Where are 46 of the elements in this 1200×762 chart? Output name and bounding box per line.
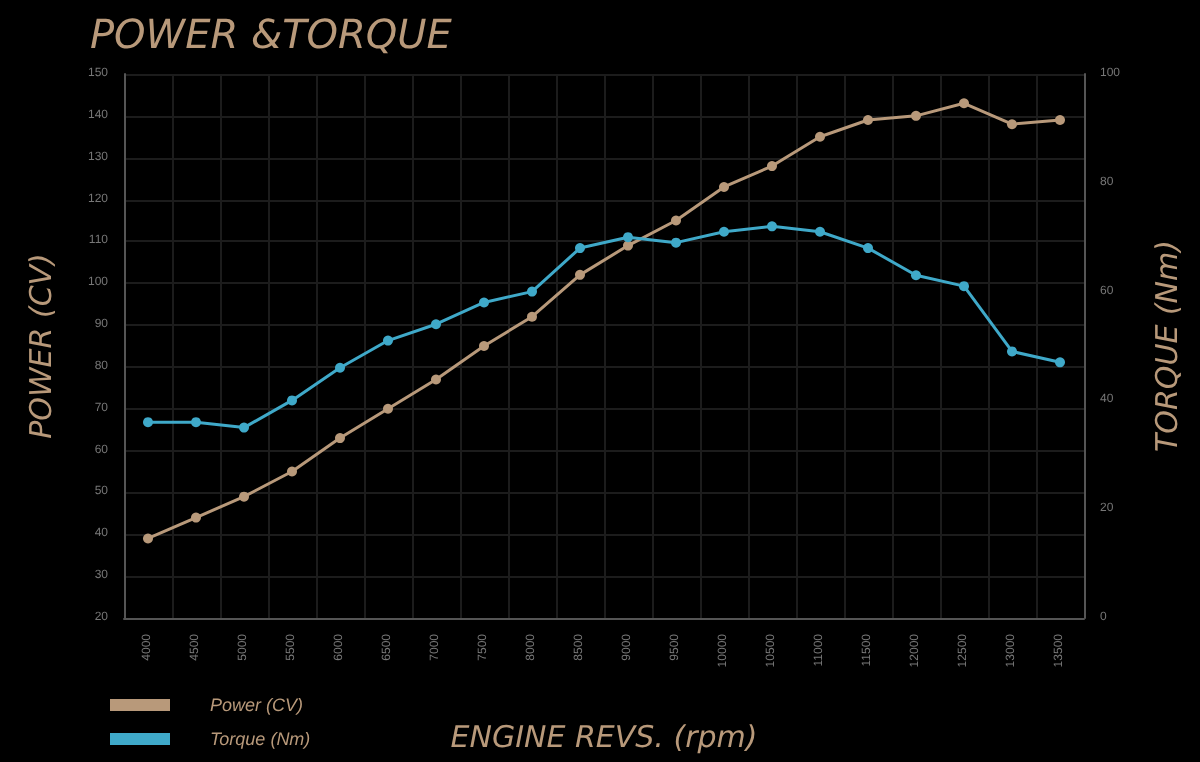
point (191, 512, 201, 523)
point (239, 422, 249, 433)
point (767, 221, 777, 232)
point (815, 226, 825, 237)
point (959, 98, 969, 109)
point (431, 374, 441, 385)
point (527, 286, 537, 297)
point (335, 433, 345, 444)
point (575, 269, 585, 280)
point (383, 403, 393, 414)
y2-axis-title: TORQUE (Nm) (1149, 240, 1185, 452)
point (143, 533, 153, 544)
point (863, 243, 873, 254)
point (623, 240, 633, 251)
x-axis-title: ENGINE REVS. (rpm) (450, 719, 758, 755)
point (191, 417, 201, 428)
point (479, 297, 489, 308)
point (911, 270, 921, 281)
point (671, 215, 681, 226)
point (335, 362, 345, 373)
point (863, 115, 873, 126)
chart-title: POWER &TORQUE (90, 10, 453, 58)
point (1007, 119, 1017, 130)
point (431, 319, 441, 330)
point (767, 161, 777, 172)
point (719, 181, 729, 192)
legend-label: Torque (Nm) (210, 729, 311, 749)
legend-label: Power (CV) (210, 695, 304, 715)
point (815, 131, 825, 142)
point (623, 232, 633, 243)
y-axis-title: POWER (CV) (23, 253, 59, 439)
point (383, 335, 393, 346)
point (911, 110, 921, 121)
point (287, 395, 297, 406)
point (719, 226, 729, 237)
point (575, 243, 585, 254)
point (287, 466, 297, 477)
point (1055, 357, 1065, 368)
point (143, 417, 153, 428)
point (1055, 115, 1065, 126)
point (959, 281, 969, 292)
point (239, 491, 249, 502)
point (1007, 346, 1017, 357)
point (479, 341, 489, 351)
point (671, 237, 681, 248)
point (527, 311, 537, 322)
